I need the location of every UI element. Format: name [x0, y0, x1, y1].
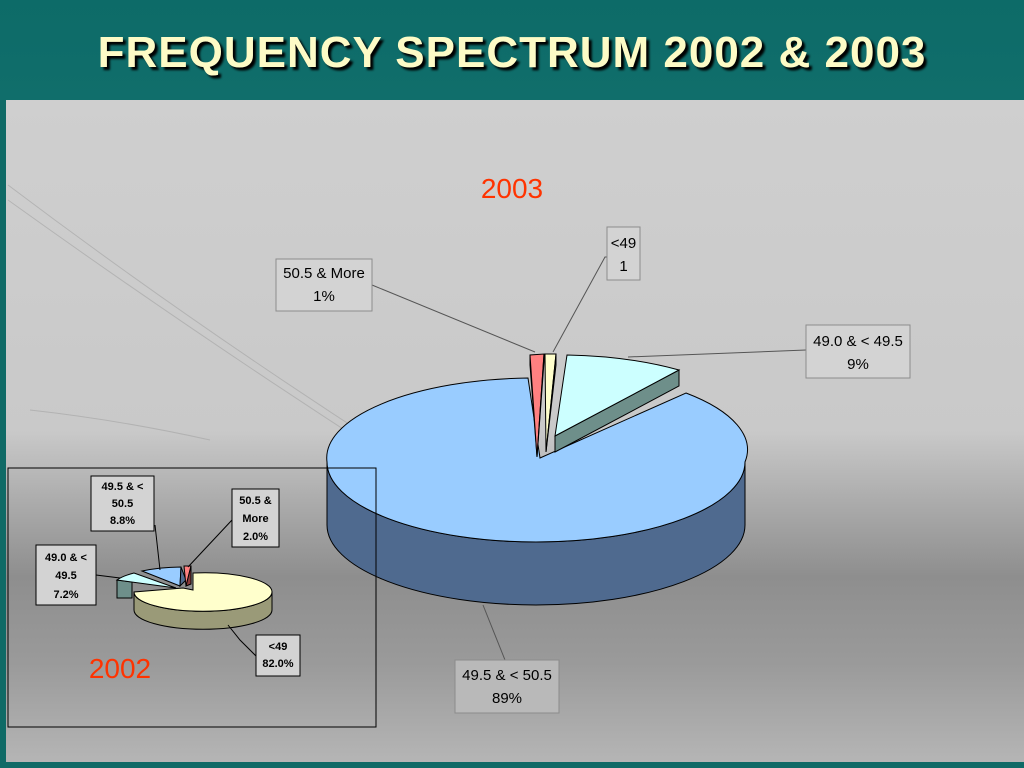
label-2002-lt49: <49 82.0%	[255, 634, 301, 677]
label-2003-50.5-more: 50.5 & More 1%	[275, 258, 373, 312]
svg-text:89%: 89%	[492, 690, 522, 707]
svg-text:More: More	[242, 513, 268, 525]
svg-text:<49: <49	[269, 641, 288, 653]
slice-2002-49.0-49.5	[115, 572, 177, 589]
svg-text:49.5 & < 50.5: 49.5 & < 50.5	[462, 667, 552, 684]
svg-text:50.5 & More: 50.5 & More	[283, 265, 365, 282]
label-2002-49.0-49.5: 49.0 & < 49.5 7.2%	[35, 544, 97, 606]
title-bar	[0, 0, 1024, 100]
slice-2003-49.0-49.5	[554, 354, 681, 437]
slide-title: FREQUENCY SPECTRUM 2002 & 2003	[97, 28, 927, 77]
label-2003-49.0-49.5: 49.0 & < 49.5 9%	[805, 324, 911, 379]
label-2002-50.5-more: 50.5 & More 2.0%	[231, 488, 280, 548]
svg-text:49.5: 49.5	[55, 570, 76, 582]
label-2003-lt49: <49 1	[606, 226, 641, 281]
label-2003-49.5-50.5: 49.5 & < 50.5 89%	[454, 659, 560, 714]
svg-text:8.8%: 8.8%	[110, 515, 135, 527]
slice-2003-49.5-50.5	[326, 377, 748, 543]
svg-text:1: 1	[619, 258, 627, 275]
svg-text:50.5: 50.5	[112, 498, 133, 510]
svg-text:1%: 1%	[313, 288, 335, 305]
svg-text:2.0%: 2.0%	[243, 531, 268, 543]
svg-text:82.0%: 82.0%	[262, 658, 293, 670]
svg-text:9%: 9%	[847, 356, 869, 373]
svg-text:49.0 & < 49.5: 49.0 & < 49.5	[813, 333, 903, 350]
svg-text:49.5 & <: 49.5 & <	[102, 481, 144, 493]
year-label-2002: 2002	[89, 653, 151, 684]
leaders-2002	[95, 519, 258, 658]
pie-2002	[115, 565, 273, 630]
bottom-strip	[0, 762, 1024, 768]
pie-2003	[326, 353, 748, 606]
svg-text:49.0 & <: 49.0 & <	[45, 552, 87, 564]
svg-text:<49: <49	[611, 235, 636, 252]
svg-text:50.5 &: 50.5 &	[239, 495, 271, 507]
slice-2002-lt49	[133, 572, 273, 612]
inset-2002-frame	[7, 467, 377, 728]
year-label-2003: 2003	[481, 173, 543, 204]
svg-text:7.2%: 7.2%	[53, 589, 78, 601]
label-2002-49.5-50.5: 49.5 & < 50.5 8.8%	[90, 475, 155, 532]
